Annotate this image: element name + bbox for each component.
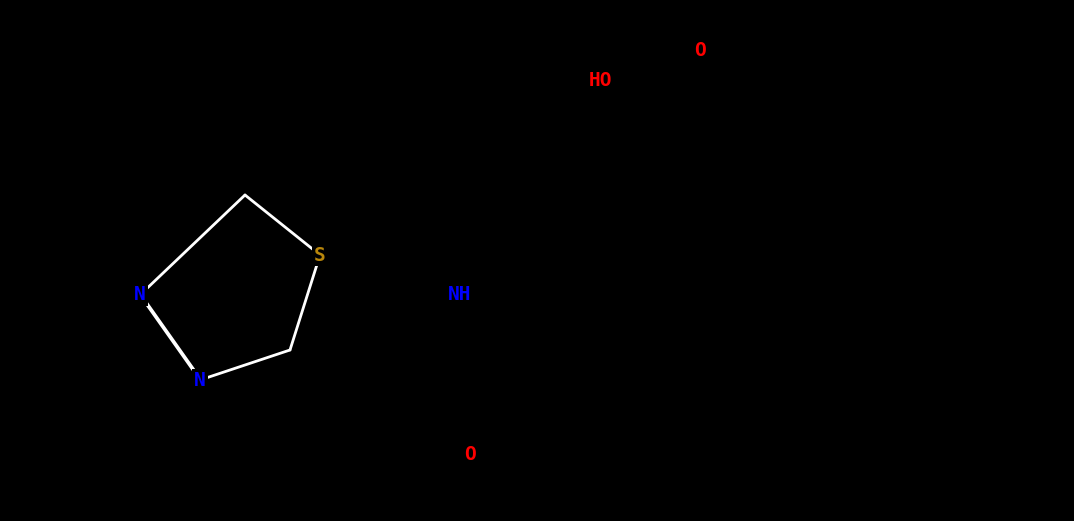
Text: N: N [194,370,206,390]
Text: O: O [694,41,706,59]
Text: O: O [464,445,476,465]
Text: N: N [134,286,146,304]
Text: S: S [314,245,325,265]
Text: HO: HO [589,70,612,90]
Text: NH: NH [448,286,471,304]
